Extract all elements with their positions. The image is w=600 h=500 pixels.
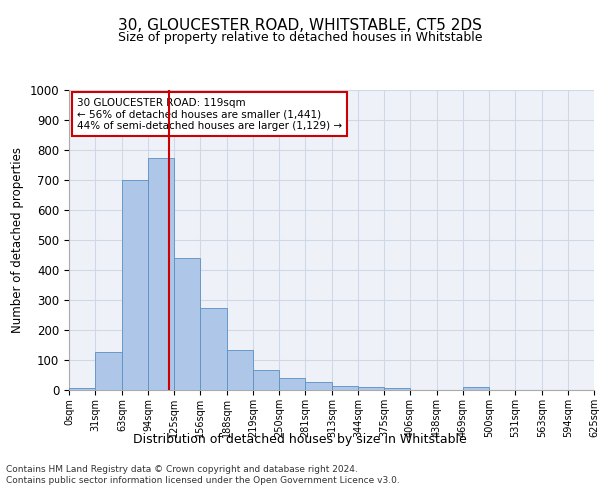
Bar (200, 308, 227, 390)
Bar (253, 370, 279, 390)
Bar (122, 180, 148, 390)
Text: Contains HM Land Registry data © Crown copyright and database right 2024.: Contains HM Land Registry data © Crown c… (6, 465, 358, 474)
Bar (332, 386, 358, 390)
Bar (358, 386, 384, 390)
Bar (69, 388, 95, 390)
Bar (148, 158, 174, 390)
Text: 30, GLOUCESTER ROAD, WHITSTABLE, CT5 2DS: 30, GLOUCESTER ROAD, WHITSTABLE, CT5 2DS (118, 18, 482, 32)
Bar (384, 388, 410, 390)
Bar (279, 378, 305, 390)
Bar (174, 258, 200, 390)
Bar (463, 387, 489, 390)
Bar (95, 352, 122, 390)
Text: Size of property relative to detached houses in Whitstable: Size of property relative to detached ho… (118, 31, 482, 44)
Y-axis label: Number of detached properties: Number of detached properties (11, 147, 24, 333)
Bar (227, 350, 253, 390)
Text: 30 GLOUCESTER ROAD: 119sqm
← 56% of detached houses are smaller (1,441)
44% of s: 30 GLOUCESTER ROAD: 119sqm ← 56% of deta… (77, 98, 342, 130)
Bar (305, 382, 332, 390)
Text: Contains public sector information licensed under the Open Government Licence v3: Contains public sector information licen… (6, 476, 400, 485)
Text: Distribution of detached houses by size in Whitstable: Distribution of detached houses by size … (133, 432, 467, 446)
